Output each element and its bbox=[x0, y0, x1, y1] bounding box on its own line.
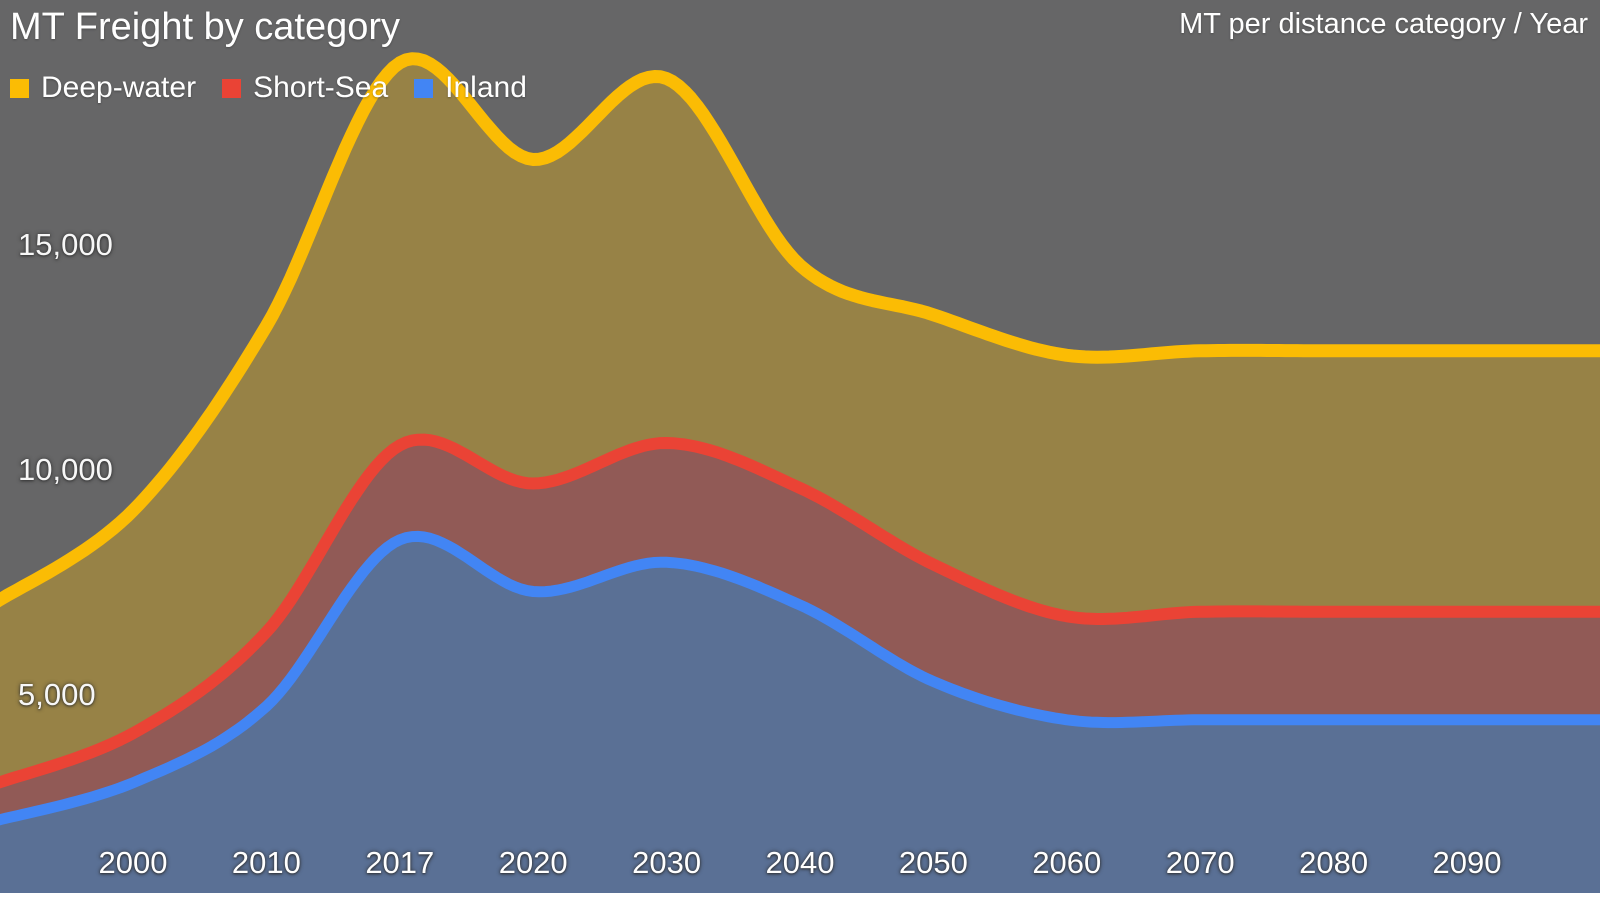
x-axis-label: 2090 bbox=[1432, 845, 1502, 880]
x-axis-label: 2000 bbox=[98, 845, 168, 880]
x-axis-label: 2040 bbox=[765, 845, 835, 880]
legend-label-short-sea: Short-Sea bbox=[253, 71, 389, 104]
area-band-deep-water bbox=[0, 58, 1600, 783]
x-axis-label: 2060 bbox=[1032, 845, 1102, 880]
axis-description: MT per distance category / Year bbox=[1179, 8, 1588, 40]
legend-swatch-short-sea-icon bbox=[222, 78, 242, 98]
x-axis-label: 2070 bbox=[1165, 845, 1235, 880]
y-axis-label: 10,000 bbox=[18, 452, 113, 487]
bottom-strip bbox=[0, 893, 1600, 900]
x-axis-label: 2010 bbox=[231, 845, 301, 880]
x-axis-label: 2020 bbox=[498, 845, 568, 880]
y-axis-label: 5,000 bbox=[18, 677, 96, 712]
legend-label-deep-water: Deep-water bbox=[41, 71, 197, 104]
chart-title: MT Freight by category bbox=[10, 6, 401, 48]
x-axis-label: 2080 bbox=[1299, 845, 1369, 880]
legend-swatch-deep-water-icon bbox=[10, 78, 29, 98]
legend-label-inland: Inland bbox=[445, 71, 527, 104]
series-line-inland bbox=[0, 530, 1600, 826]
area-band-inland bbox=[0, 536, 1600, 900]
legend: Deep-water Short-Sea Inland bbox=[10, 71, 553, 105]
legend-swatch-inland-icon bbox=[414, 78, 434, 98]
x-axis-label: 2030 bbox=[632, 845, 702, 880]
x-axis-label: 2050 bbox=[898, 845, 968, 880]
legend-item-short-sea: Short-Sea bbox=[222, 71, 388, 105]
legend-item-inland: Inland bbox=[414, 71, 527, 105]
series-line-short-sea bbox=[0, 433, 1600, 789]
y-axis-label: 15,000 bbox=[18, 227, 113, 262]
series-line-deep-water bbox=[0, 52, 1600, 608]
legend-item-deep-water: Deep-water bbox=[10, 71, 196, 105]
x-axis-label: 2017 bbox=[365, 845, 435, 880]
